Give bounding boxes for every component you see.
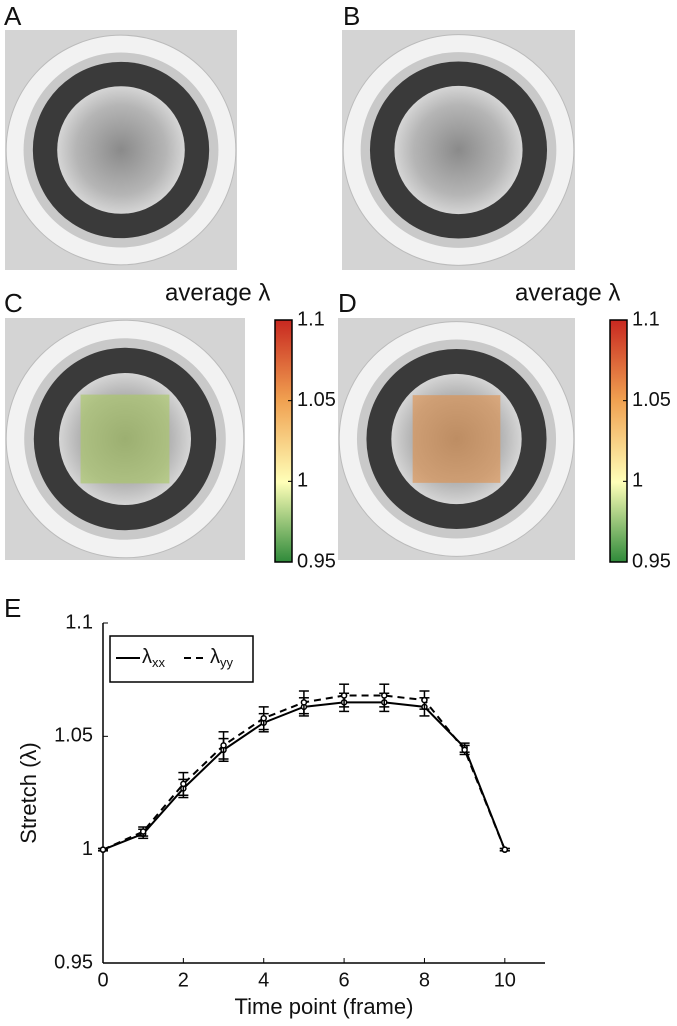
x-tick-label: 0	[97, 969, 108, 991]
photos	[5, 30, 575, 560]
colorbar-tick-label: 0.95	[297, 550, 336, 572]
colorbar-tick-label: 1.05	[632, 389, 671, 411]
point	[220, 742, 227, 749]
y-tick-label: 0.95	[54, 951, 93, 973]
x-tick-label: 2	[178, 969, 189, 991]
center	[394, 85, 523, 215]
center	[57, 86, 185, 214]
panel-label: C	[4, 288, 23, 318]
colorbar-tick-label: 1.1	[632, 308, 660, 330]
colorbar	[274, 319, 293, 563]
colorbar-tick-label: 1.1	[297, 308, 325, 330]
x-tick-label: 6	[339, 969, 350, 991]
point	[421, 696, 428, 704]
overlay	[80, 394, 170, 484]
point	[461, 746, 468, 754]
y-tick-label: 1	[82, 838, 93, 860]
panel-label: A	[4, 1, 22, 31]
point	[501, 846, 509, 853]
colorbar-tick-label: 1.05	[297, 389, 336, 411]
overlay	[412, 395, 501, 483]
point	[139, 828, 147, 835]
y-tick-label: 1.05	[54, 725, 93, 747]
colorbar-tick-label: 1	[632, 470, 643, 492]
y-axis-label: Stretch (λ)	[16, 742, 41, 843]
point	[180, 780, 187, 788]
series-line	[102, 701, 506, 851]
x-axis-label: Time point (frame)	[235, 994, 414, 1019]
x-tick-label: 4	[258, 969, 269, 991]
point	[260, 714, 267, 722]
point	[381, 692, 388, 699]
series-line	[102, 694, 506, 851]
x-tick-label: 8	[419, 969, 430, 991]
x-tick-label: 10	[494, 969, 516, 991]
point	[99, 846, 107, 853]
y-tick-label: 1.1	[65, 611, 93, 633]
colorbar-tick-label: 0.95	[632, 550, 671, 572]
panel-label: E	[4, 593, 21, 623]
panel-label: B	[343, 1, 360, 31]
colorbar-title: average λ	[165, 279, 270, 306]
panel-label: D	[338, 288, 357, 318]
legend-label: λxx	[142, 646, 166, 670]
point	[300, 699, 308, 706]
point	[340, 692, 348, 699]
colorbar-title: average λ	[515, 279, 620, 306]
colorbar-tick-label: 1	[297, 470, 308, 492]
legend-label: λyy	[210, 646, 234, 670]
colorbar	[609, 319, 628, 563]
